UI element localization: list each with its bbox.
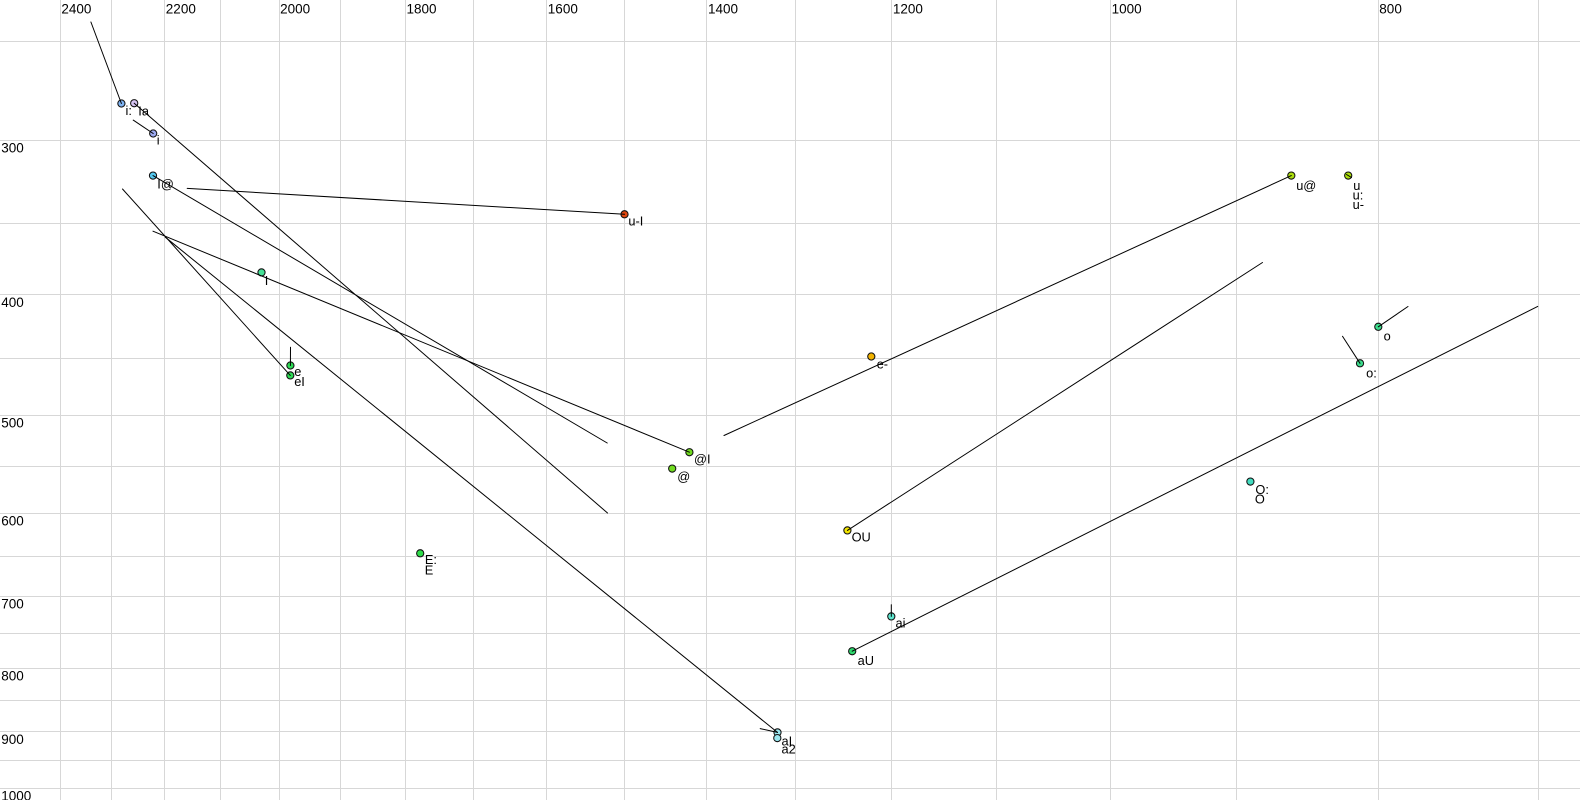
svg-text:u:: u: [1353, 188, 1364, 203]
svg-text:300: 300 [1, 140, 24, 155]
svg-text:2400: 2400 [61, 1, 91, 16]
svg-text:E:: E: [425, 552, 437, 567]
svg-text:u-: u- [1353, 197, 1364, 212]
svg-text:2000: 2000 [280, 1, 310, 16]
svg-text:2200: 2200 [166, 1, 196, 16]
svg-text:500: 500 [1, 415, 24, 430]
svg-text:400: 400 [1, 295, 24, 310]
svg-text:o: o [1384, 329, 1391, 344]
svg-text:e-: e- [877, 357, 888, 372]
svg-text:o:: o: [1366, 366, 1377, 381]
svg-text:u-I: u-I [628, 213, 643, 228]
svg-text:800: 800 [1, 669, 24, 684]
svg-text:@: @ [677, 469, 690, 484]
svg-text:E: E [425, 562, 434, 577]
svg-text:OU: OU [852, 529, 871, 544]
svg-text:900: 900 [1, 732, 24, 747]
svg-text:O: O [1255, 492, 1265, 507]
svg-text:1800: 1800 [407, 1, 437, 16]
svg-text:800: 800 [1379, 1, 1402, 16]
svg-text:i: i [157, 133, 160, 148]
svg-text:a2: a2 [782, 742, 796, 757]
svg-text:e: e [294, 364, 301, 379]
svg-text:600: 600 [1, 514, 24, 529]
svg-text:1000: 1000 [1, 789, 31, 800]
svg-text:700: 700 [1, 597, 24, 612]
svg-text:aI: aI [782, 734, 793, 749]
svg-text:u@: u@ [1296, 178, 1316, 193]
svg-text:u: u [1353, 178, 1360, 193]
svg-text:ai: ai [896, 616, 906, 631]
svg-text:eI: eI [294, 374, 305, 389]
svg-text:1200: 1200 [893, 1, 923, 16]
svg-text:O:: O: [1255, 482, 1269, 497]
svg-text:I@: I@ [157, 177, 174, 192]
svg-text:I: I [265, 273, 269, 288]
svg-text:aU: aU [858, 653, 874, 668]
svg-text:Ia: Ia [138, 104, 150, 119]
svg-text:@I: @I [694, 451, 711, 466]
svg-text:1600: 1600 [548, 1, 578, 16]
svg-text:1400: 1400 [708, 1, 738, 16]
svg-text:i:: i: [126, 103, 132, 118]
svg-text:1000: 1000 [1112, 1, 1142, 16]
